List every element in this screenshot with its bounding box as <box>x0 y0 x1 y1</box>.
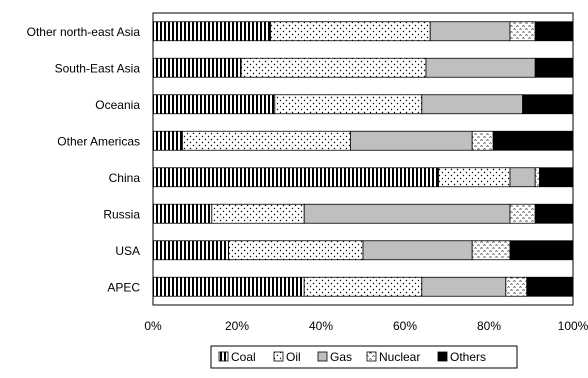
legend-swatch <box>437 351 448 362</box>
bar-segment-gas <box>429 21 511 42</box>
bar-group <box>152 21 574 42</box>
bar-segment-oil <box>274 94 423 115</box>
bar-segment-gas <box>362 240 473 261</box>
x-tick-label: 80% <box>477 319 501 333</box>
bar-segment-gas <box>421 276 507 297</box>
legend: Coal Oil Gas Nuclear Others <box>210 345 518 369</box>
bar-segment-others <box>492 130 574 151</box>
legend-box <box>210 345 518 369</box>
bar-segment-gas <box>349 130 473 151</box>
legend-label: Others <box>450 350 486 364</box>
bar-group <box>152 203 574 224</box>
bar-segment-others <box>534 21 574 42</box>
bar-segment-coal <box>152 167 440 188</box>
bar-segment-oil <box>303 276 423 297</box>
x-tick-label: 60% <box>393 319 417 333</box>
legend-swatch <box>273 351 284 362</box>
bar-segment-coal <box>152 130 183 151</box>
bar-group <box>152 240 574 261</box>
x-tick-label: 100% <box>558 319 588 333</box>
legend-label: Coal <box>231 350 256 364</box>
bar-segment-oil <box>438 167 511 188</box>
category-label: Oceania <box>95 98 140 112</box>
bar-segment-others <box>522 94 574 115</box>
bar-segment-nuclear <box>471 130 494 151</box>
bar-segment-others <box>509 240 574 261</box>
legend-item-nuclear: Nuclear <box>366 350 420 364</box>
legend-item-coal: Coal <box>218 350 256 364</box>
bar-segment-others <box>526 276 574 297</box>
bar-group <box>152 94 574 115</box>
bar-group <box>152 130 574 151</box>
bar-segment-gas <box>303 203 511 224</box>
bar-segment-oil <box>270 21 431 42</box>
legend-item-others: Others <box>437 350 486 364</box>
bar-segment-coal <box>152 240 229 261</box>
bars-layer <box>152 21 574 297</box>
bar-segment-oil <box>228 240 364 261</box>
bar-segment-nuclear <box>471 240 511 261</box>
legend-item-gas: Gas <box>317 350 352 364</box>
bar-group <box>152 167 574 188</box>
category-labels: Other north-east Asia South-East Asia Ocea… <box>27 25 141 295</box>
bar-segment-nuclear <box>505 276 528 297</box>
bar-segment-gas <box>425 57 536 78</box>
bar-segment-coal <box>152 21 271 42</box>
x-tick-label: 0% <box>144 319 162 333</box>
bar-segment-coal <box>152 57 242 78</box>
legend-swatch <box>366 351 377 362</box>
bar-segment-coal <box>152 203 213 224</box>
bar-segment-nuclear <box>509 21 536 42</box>
legend-swatch <box>317 351 328 362</box>
plot-area <box>152 12 574 306</box>
bar-segment-nuclear <box>534 167 540 188</box>
category-label: Other north-east Asia <box>27 25 141 39</box>
x-tick-label: 20% <box>225 319 249 333</box>
legend-label: Nuclear <box>379 350 420 364</box>
x-axis-ticks: 0% 20% 40% 60% 80% 100% <box>144 319 588 333</box>
bar-segment-others <box>534 57 574 78</box>
bar-segment-oil <box>181 130 351 151</box>
category-label: China <box>109 171 141 185</box>
category-label: South-East Asia <box>55 61 141 75</box>
legend-swatch <box>218 351 229 362</box>
bar-segment-others <box>534 203 574 224</box>
plot-border <box>152 12 574 306</box>
x-tick-label: 40% <box>309 319 333 333</box>
bar-group <box>152 276 574 297</box>
bar-segment-oil <box>240 57 427 78</box>
legend-label: Oil <box>286 350 301 364</box>
bar-segment-others <box>539 167 574 188</box>
legend-label: Gas <box>330 350 352 364</box>
bar-segment-gas <box>421 94 523 115</box>
bar-group <box>152 57 574 78</box>
category-label: Russia <box>103 207 140 221</box>
bar-segment-coal <box>152 94 276 115</box>
bar-segment-coal <box>152 276 305 297</box>
bar-segment-nuclear <box>509 203 536 224</box>
bar-segment-gas <box>509 167 536 188</box>
category-label: Other Americas <box>57 134 140 148</box>
category-label: USA <box>115 244 140 258</box>
legend-item-oil: Oil <box>273 350 301 364</box>
bar-segment-oil <box>211 203 305 224</box>
category-label: APEC <box>107 280 140 294</box>
